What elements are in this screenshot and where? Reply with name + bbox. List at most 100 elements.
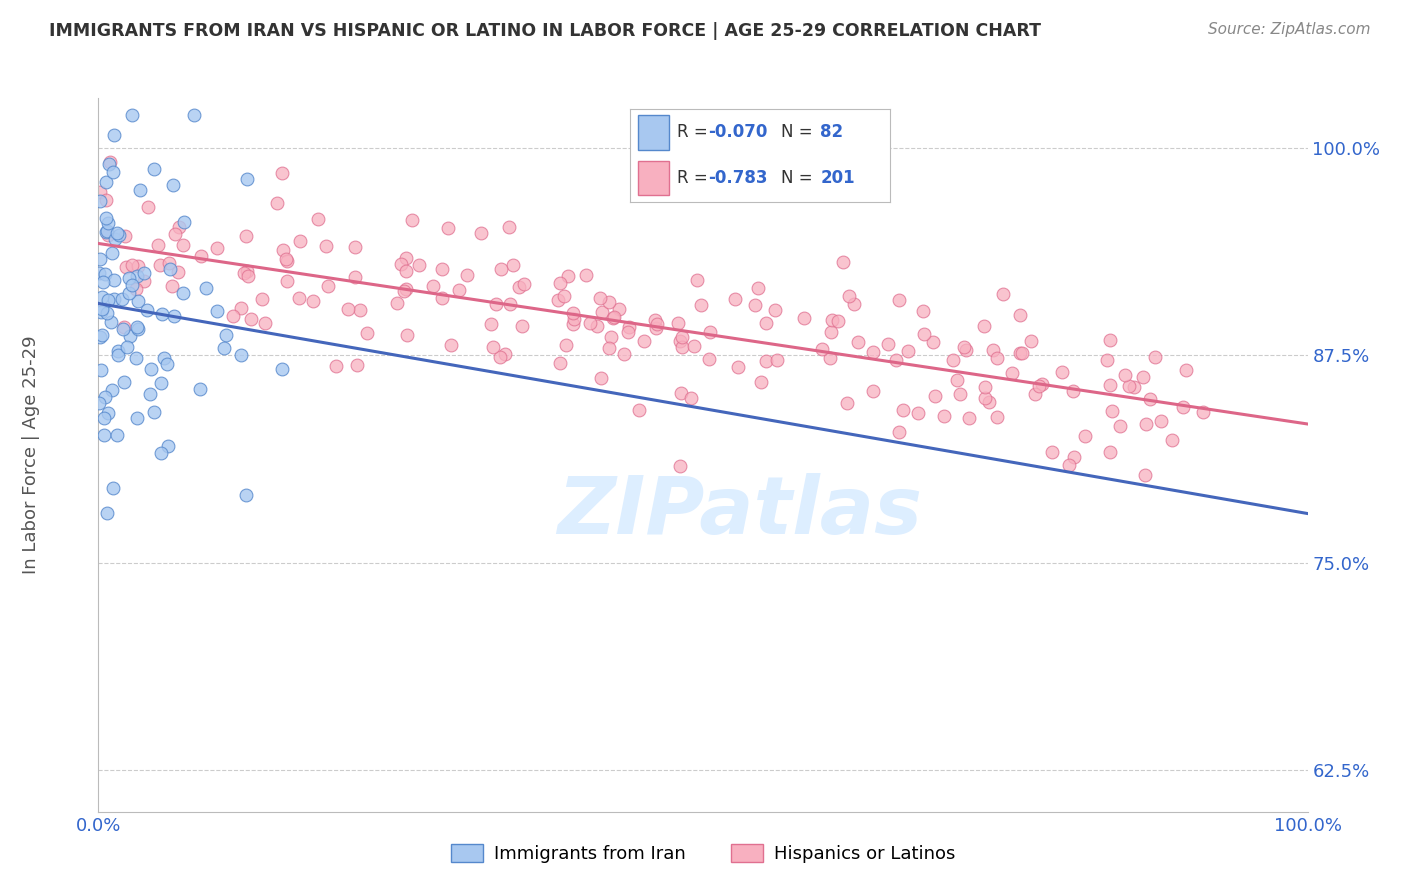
Point <box>167 220 190 235</box>
Point <box>510 318 533 333</box>
Point <box>89 252 111 266</box>
Point <box>121 278 143 293</box>
Point <box>107 344 129 359</box>
Point <box>1160 433 1182 447</box>
Text: -0.070: -0.070 <box>709 123 768 142</box>
Point <box>575 268 598 282</box>
Text: -0.783: -0.783 <box>709 169 768 187</box>
Point <box>1019 334 1042 349</box>
Point <box>697 352 720 367</box>
Point <box>934 409 956 423</box>
Point <box>301 293 323 308</box>
Point <box>644 313 666 327</box>
Point <box>619 320 641 334</box>
Point <box>105 226 128 240</box>
Point <box>214 341 236 355</box>
Point <box>127 293 149 308</box>
Point <box>633 334 655 348</box>
Point <box>307 212 329 227</box>
Point <box>810 343 832 357</box>
Text: In Labor Force | Age 25-29: In Labor Force | Age 25-29 <box>22 335 39 574</box>
Point <box>1011 346 1033 360</box>
Point <box>139 362 162 376</box>
Point <box>100 314 122 328</box>
Point <box>270 166 292 180</box>
Point <box>449 283 471 297</box>
Point <box>422 278 444 293</box>
Point <box>891 403 914 417</box>
Text: N =: N = <box>782 123 818 142</box>
Point <box>755 316 778 330</box>
Point <box>884 353 907 368</box>
Point <box>162 178 184 192</box>
Point <box>644 320 666 334</box>
Point <box>233 267 256 281</box>
Point <box>977 395 1000 409</box>
Point <box>1008 346 1031 360</box>
Point <box>172 237 194 252</box>
Point <box>591 371 613 385</box>
Point <box>430 291 453 305</box>
Point <box>395 264 418 278</box>
Point <box>235 172 257 186</box>
Point <box>456 268 478 282</box>
Point <box>157 255 180 269</box>
Point <box>1001 367 1024 381</box>
Point <box>821 313 844 327</box>
Point <box>115 260 138 275</box>
Point <box>607 301 630 316</box>
Point <box>1024 386 1046 401</box>
Point <box>96 193 118 207</box>
Point <box>986 409 1008 424</box>
Point <box>408 258 430 272</box>
Point <box>90 328 112 343</box>
Point <box>689 298 711 312</box>
Point <box>602 310 624 324</box>
Point <box>555 337 578 351</box>
Point <box>846 334 869 349</box>
Point <box>343 270 366 285</box>
Point <box>547 293 569 307</box>
Point <box>111 293 134 307</box>
Point <box>513 277 536 291</box>
Point <box>152 351 174 365</box>
Point <box>973 318 995 333</box>
Point <box>128 183 150 197</box>
Point <box>165 227 187 241</box>
Text: 201: 201 <box>820 169 855 187</box>
Point <box>98 154 121 169</box>
Point <box>271 244 294 258</box>
Point <box>470 227 492 241</box>
Point <box>118 329 141 343</box>
Text: Source: ZipAtlas.com: Source: ZipAtlas.com <box>1208 22 1371 37</box>
Point <box>1139 392 1161 406</box>
Point <box>548 356 571 370</box>
Point <box>89 194 111 209</box>
Point <box>494 347 516 361</box>
Point <box>111 322 134 336</box>
Point <box>818 351 841 365</box>
Point <box>150 446 173 460</box>
Point <box>150 307 173 321</box>
Point <box>163 309 186 323</box>
Point <box>991 287 1014 301</box>
Point <box>485 297 508 311</box>
Point <box>1063 450 1085 464</box>
Point <box>922 335 945 350</box>
Point <box>974 380 997 394</box>
Point <box>114 229 136 244</box>
Point <box>97 157 120 171</box>
Point <box>1101 404 1123 418</box>
Point <box>1132 369 1154 384</box>
Point <box>613 347 636 361</box>
Point <box>440 337 463 351</box>
Point <box>112 375 135 389</box>
Point <box>157 439 180 453</box>
Point <box>107 348 129 362</box>
Point <box>1098 377 1121 392</box>
Point <box>90 305 112 319</box>
Point <box>1114 368 1136 382</box>
Point <box>502 258 524 272</box>
Point <box>1135 417 1157 431</box>
Point <box>316 278 339 293</box>
